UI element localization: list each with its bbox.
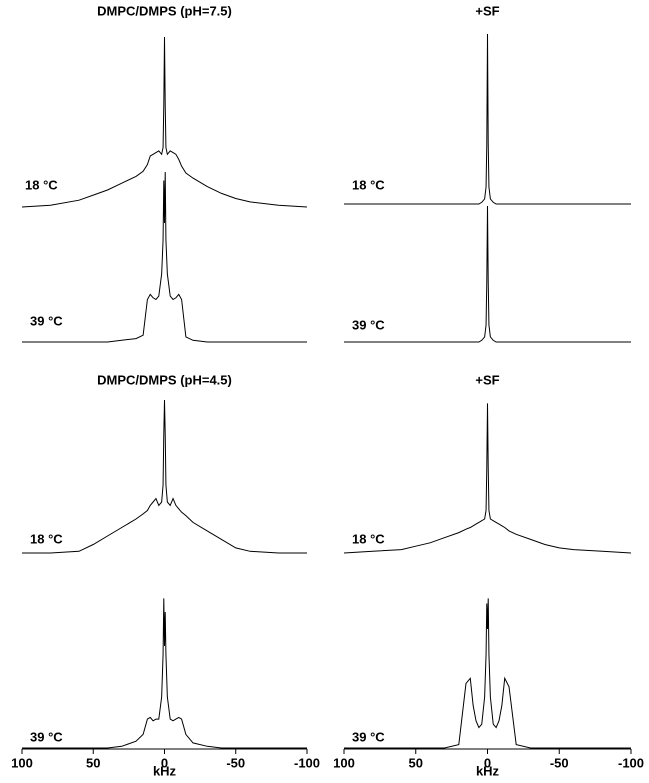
panel-title: +SF [475, 372, 499, 387]
trace-label: 18 °C [25, 177, 58, 192]
spectrum-line [22, 171, 307, 343]
x-tick-label: 50 [409, 755, 423, 770]
trace-label: 39 °C [352, 317, 385, 332]
spectrum-line [344, 598, 631, 749]
x-axis-label: kHz [153, 763, 177, 778]
trace-label: 18 °C [352, 177, 385, 192]
x-tick-label: 0 [484, 755, 491, 770]
spectrum-line [344, 33, 631, 205]
spectrum-line [344, 205, 631, 343]
trace-label: 18 °C [352, 531, 385, 546]
spectrum-line [22, 598, 307, 749]
spectrum-line [343, 403, 632, 554]
x-tick-label: -100 [294, 755, 320, 770]
trace-label: 39 °C [352, 729, 385, 744]
x-tick-label: 100 [333, 755, 355, 770]
x-tick-label: 0 [161, 755, 168, 770]
spectrum-line [22, 399, 307, 554]
x-tick-label: -50 [550, 755, 569, 770]
panel-title: DMPC/DMPS (pH=7.5) [97, 3, 232, 18]
x-axis-label: kHz [476, 763, 500, 778]
x-tick-label: 100 [11, 755, 33, 770]
panel-title: DMPC/DMPS (pH=4.5) [97, 372, 232, 387]
spectrum-line [21, 36, 308, 208]
panel-title: +SF [475, 3, 499, 18]
x-tick-label: -100 [618, 755, 644, 770]
trace-label: 39 °C [30, 313, 63, 328]
trace-label: 39 °C [30, 729, 63, 744]
x-tick-label: -50 [226, 755, 245, 770]
trace-label: 18 °C [30, 531, 63, 546]
x-tick-label: 50 [86, 755, 100, 770]
